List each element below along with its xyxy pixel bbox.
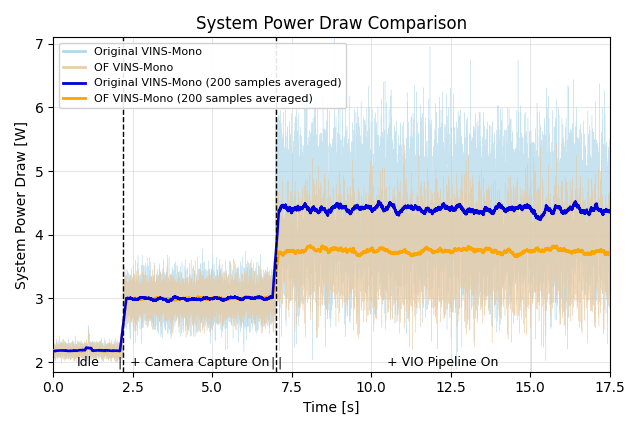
Text: + Camera Capture On: + Camera Capture On [130,356,269,369]
Text: |: | [117,356,122,369]
Text: Idle: Idle [77,356,100,369]
X-axis label: Time [s]: Time [s] [303,401,360,415]
Text: |: | [277,356,282,369]
Legend: Original VINS-Mono, OF VINS-Mono, Original VINS-Mono (200 samples averaged), OF : Original VINS-Mono, OF VINS-Mono, Origin… [59,43,346,108]
Text: |: | [270,356,274,369]
Y-axis label: System Power Draw [W]: System Power Draw [W] [15,120,29,289]
Text: + VIO Pipeline On: + VIO Pipeline On [387,356,499,369]
Title: System Power Draw Comparison: System Power Draw Comparison [196,15,467,33]
